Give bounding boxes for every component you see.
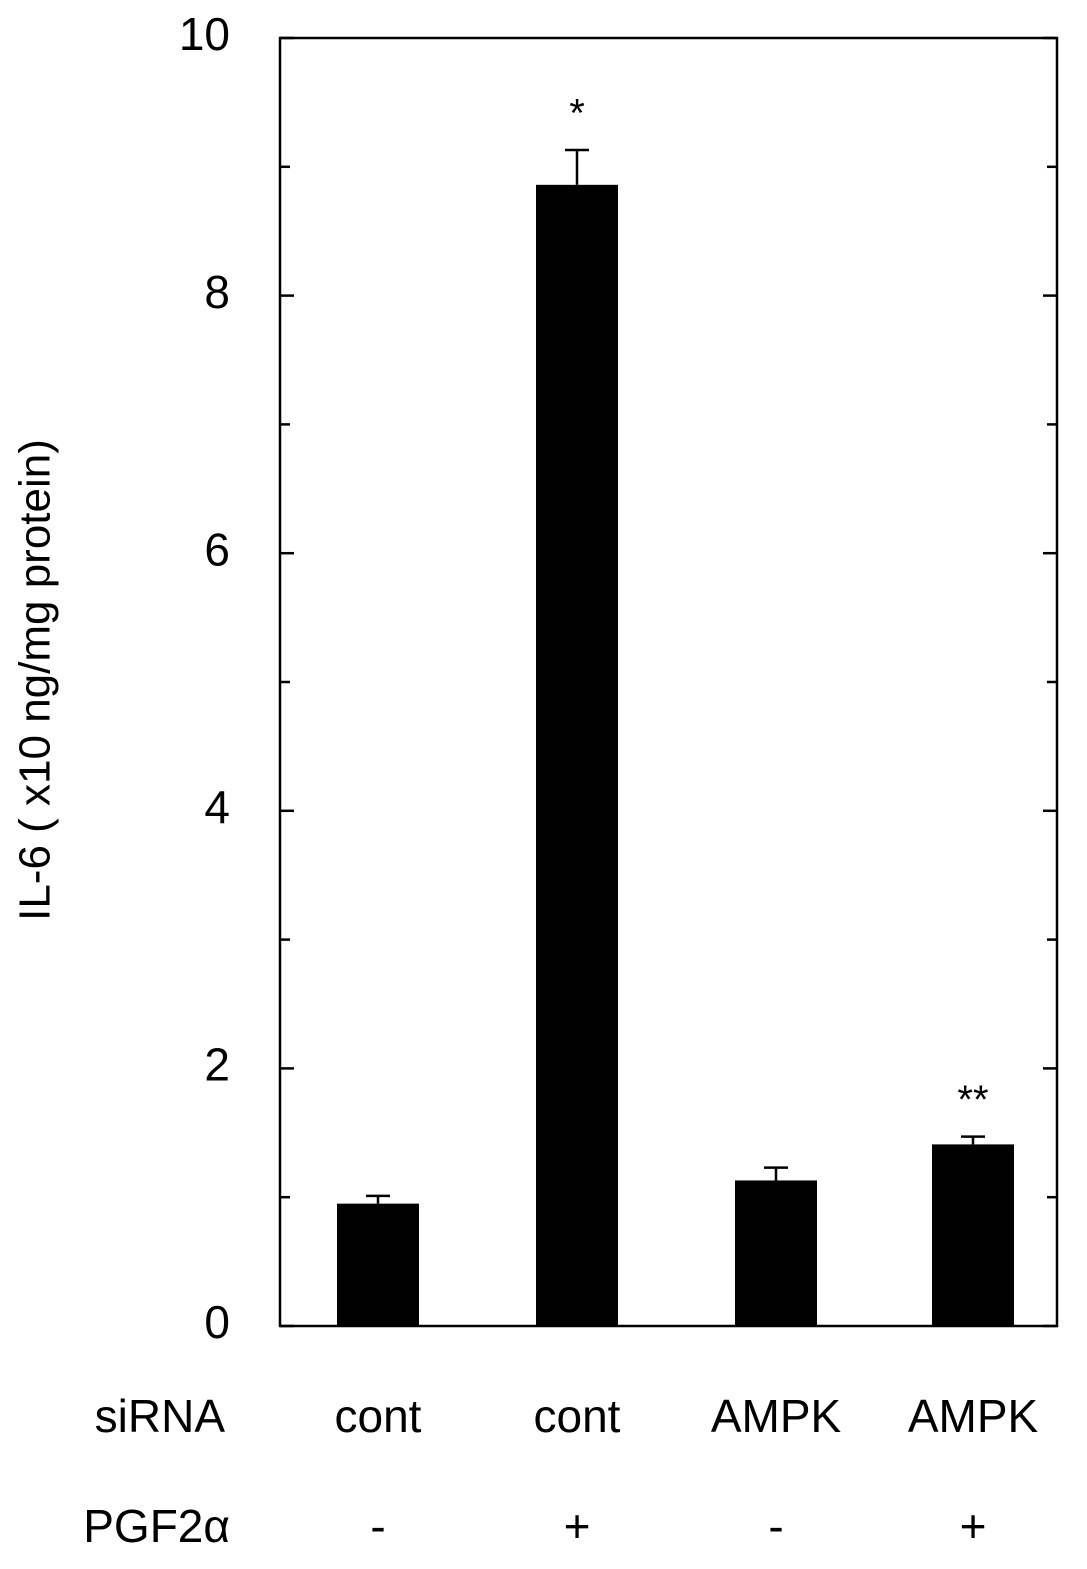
x-tick-label: AMPK: [711, 1390, 842, 1442]
y-tick-label: 0: [204, 1296, 230, 1348]
x-tick-label: cont: [534, 1390, 621, 1442]
plot-frame: [278, 36, 1059, 1328]
y-tick-label: 6: [204, 523, 230, 575]
bar: [536, 184, 618, 1326]
y-tick-label: 8: [204, 266, 230, 318]
x-tick-label: cont: [335, 1390, 422, 1442]
annotation: *: [569, 92, 585, 136]
y-tick-label: 2: [204, 1039, 230, 1091]
bar: [735, 1180, 817, 1326]
x-tick-label: AMPK: [908, 1390, 1039, 1442]
treatment-label: -: [370, 1500, 385, 1552]
bar: [932, 1144, 1014, 1326]
y-tick-label: 10: [179, 8, 230, 60]
annotation: **: [957, 1078, 988, 1122]
treatment-label: +: [564, 1500, 591, 1552]
treatment-label: +: [960, 1500, 987, 1552]
y-axis-label: IL-6 ( x10 ng/mg protein): [11, 439, 60, 921]
bar: [337, 1203, 419, 1326]
row-label: PGF2α: [83, 1500, 230, 1552]
treatment-label: -: [768, 1500, 783, 1552]
y-tick-label: 4: [204, 781, 230, 833]
row-label: siRNA: [95, 1390, 226, 1442]
